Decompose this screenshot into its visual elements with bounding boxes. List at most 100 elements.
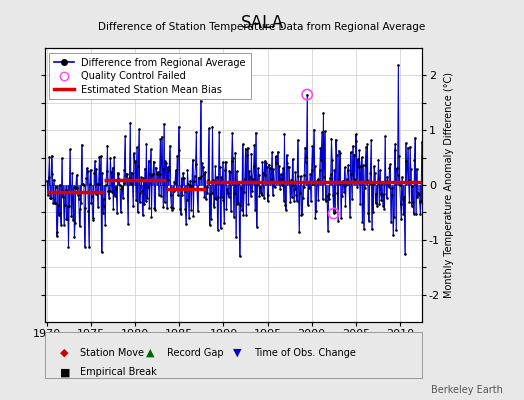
Point bbox=[417, 198, 425, 204]
Point bbox=[347, 171, 355, 177]
Point bbox=[74, 196, 83, 202]
Point bbox=[70, 184, 78, 190]
Point bbox=[242, 212, 250, 218]
Point bbox=[390, 147, 399, 154]
Point bbox=[60, 222, 68, 228]
Point bbox=[285, 164, 293, 170]
Point bbox=[394, 62, 402, 68]
Text: SALA: SALA bbox=[241, 14, 283, 32]
Point bbox=[97, 249, 106, 256]
Point bbox=[391, 141, 400, 147]
Point bbox=[122, 170, 130, 177]
Point bbox=[63, 203, 72, 209]
Point bbox=[346, 214, 354, 220]
Point bbox=[222, 158, 230, 165]
Point bbox=[43, 178, 51, 184]
Point bbox=[252, 130, 260, 136]
Point bbox=[326, 171, 335, 177]
Point bbox=[326, 175, 334, 182]
Point bbox=[324, 191, 333, 197]
Point bbox=[96, 190, 104, 196]
Point bbox=[257, 190, 265, 196]
Point bbox=[160, 121, 168, 127]
Point bbox=[161, 158, 170, 165]
Point bbox=[350, 176, 358, 182]
Point bbox=[180, 175, 188, 182]
Point bbox=[336, 150, 344, 156]
Point bbox=[274, 148, 282, 155]
Point bbox=[348, 196, 356, 202]
Point bbox=[65, 203, 73, 209]
Point bbox=[178, 175, 186, 182]
Point bbox=[271, 153, 280, 160]
Point bbox=[163, 164, 172, 170]
Point bbox=[182, 221, 190, 228]
Point bbox=[403, 144, 412, 151]
Point bbox=[174, 192, 182, 199]
Point bbox=[234, 200, 243, 206]
Point bbox=[94, 204, 102, 210]
Point bbox=[56, 182, 64, 188]
Point bbox=[387, 219, 395, 225]
Point bbox=[352, 138, 361, 144]
Point bbox=[314, 196, 322, 203]
Point bbox=[296, 189, 304, 196]
Point bbox=[103, 168, 111, 174]
Point bbox=[238, 141, 247, 147]
Point bbox=[231, 190, 239, 196]
Point bbox=[372, 200, 380, 206]
Point bbox=[407, 166, 415, 172]
Point bbox=[145, 158, 153, 164]
Point bbox=[257, 192, 266, 198]
Point bbox=[204, 125, 213, 132]
Point bbox=[107, 169, 115, 175]
Point bbox=[264, 198, 272, 204]
Point bbox=[120, 167, 128, 174]
Point bbox=[49, 200, 57, 206]
Point bbox=[235, 180, 243, 186]
Point bbox=[59, 187, 68, 194]
Point bbox=[361, 185, 369, 191]
Point bbox=[245, 168, 254, 174]
Point bbox=[116, 182, 124, 188]
Point bbox=[200, 194, 209, 200]
Point bbox=[308, 166, 316, 173]
Point bbox=[276, 186, 284, 192]
Point bbox=[45, 154, 53, 160]
Point bbox=[376, 191, 385, 197]
Point bbox=[254, 165, 262, 171]
Point bbox=[394, 171, 402, 178]
Point bbox=[75, 223, 84, 229]
Point bbox=[353, 184, 362, 191]
Point bbox=[260, 158, 269, 164]
Point bbox=[313, 178, 321, 185]
Text: Record Gap: Record Gap bbox=[167, 348, 224, 358]
Point bbox=[335, 181, 344, 188]
Point bbox=[103, 142, 112, 149]
Point bbox=[100, 196, 108, 202]
Point bbox=[76, 206, 84, 212]
Point bbox=[392, 165, 401, 172]
Point bbox=[222, 206, 231, 212]
Point bbox=[72, 172, 81, 178]
Text: ◆: ◆ bbox=[60, 348, 68, 358]
Point bbox=[140, 201, 148, 207]
Point bbox=[176, 206, 184, 212]
Point bbox=[297, 173, 305, 180]
Point bbox=[306, 171, 314, 178]
Point bbox=[278, 176, 287, 183]
Point bbox=[418, 139, 426, 145]
Point bbox=[355, 147, 364, 154]
Point bbox=[66, 146, 74, 153]
Point bbox=[138, 212, 147, 218]
Point bbox=[94, 181, 103, 187]
Point bbox=[341, 164, 349, 170]
Point bbox=[179, 170, 187, 176]
Point bbox=[113, 210, 121, 216]
Point bbox=[110, 154, 118, 160]
Point bbox=[114, 170, 122, 176]
Point bbox=[318, 129, 326, 135]
Point bbox=[330, 167, 339, 174]
Point bbox=[203, 190, 212, 196]
Point bbox=[210, 203, 218, 210]
